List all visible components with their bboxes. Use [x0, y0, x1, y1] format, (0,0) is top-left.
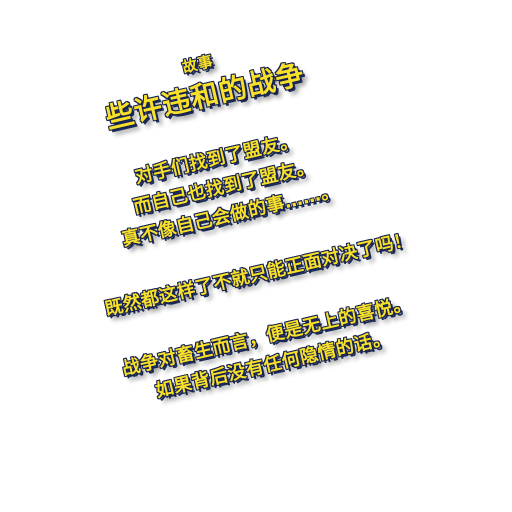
story-panel: 故事 些许违和的战争 对手们找到了盟友。 而自己也找到了盟友。 真不像自己会做的…: [102, 52, 414, 402]
